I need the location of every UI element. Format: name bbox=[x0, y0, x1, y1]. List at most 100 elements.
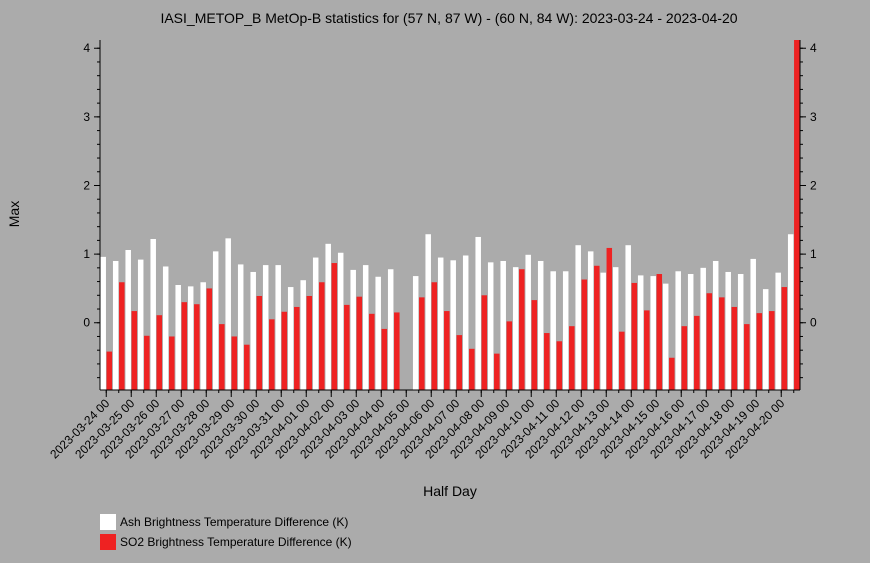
ash-bar bbox=[262, 265, 269, 390]
so2-bar bbox=[606, 247, 613, 390]
ash-bar bbox=[237, 264, 244, 390]
legend-item-so2: SO2 Brightness Temperature Difference (K… bbox=[100, 532, 352, 552]
so2-bar bbox=[331, 263, 338, 390]
so2-bar bbox=[256, 295, 263, 390]
ash-bar bbox=[750, 258, 756, 390]
so2-bar bbox=[169, 336, 175, 390]
x-axis-label: Half Day bbox=[423, 483, 477, 499]
ash-bar bbox=[562, 271, 569, 390]
so2-bar bbox=[644, 310, 650, 390]
so2-bar bbox=[794, 40, 800, 390]
ash-bar bbox=[287, 287, 294, 390]
legend-swatch-so2 bbox=[100, 534, 116, 550]
legend-label-so2: SO2 Brightness Temperature Difference (K… bbox=[120, 535, 352, 549]
ash-bar bbox=[362, 265, 369, 390]
so2-bar bbox=[206, 288, 213, 390]
legend-swatch-ash bbox=[100, 514, 116, 530]
ash-bar bbox=[612, 267, 619, 390]
bars-layer bbox=[100, 40, 800, 390]
ash-bar bbox=[387, 269, 394, 390]
so2-bar bbox=[356, 296, 363, 390]
y-tick-label-left: 4 bbox=[83, 41, 90, 55]
so2-bar bbox=[419, 297, 425, 390]
so2-bar bbox=[319, 282, 325, 390]
so2-bar bbox=[744, 324, 750, 390]
so2-bar bbox=[656, 274, 663, 390]
ash-bar bbox=[600, 272, 606, 390]
ash-bar bbox=[512, 267, 519, 390]
so2-bar bbox=[706, 293, 713, 390]
ash-bar bbox=[425, 234, 431, 390]
ash-bar bbox=[100, 256, 106, 390]
so2-bar bbox=[669, 357, 675, 390]
legend-item-ash: Ash Brightness Temperature Difference (K… bbox=[100, 512, 352, 532]
ash-bar bbox=[225, 238, 231, 390]
ash-bar bbox=[537, 260, 544, 390]
so2-bar bbox=[381, 328, 388, 390]
so2-bar bbox=[544, 333, 550, 390]
ash-bar bbox=[700, 267, 706, 390]
ash-bar bbox=[462, 255, 469, 390]
so2-bar bbox=[681, 326, 688, 390]
ash-bar bbox=[312, 257, 319, 390]
ash-bar bbox=[587, 251, 594, 390]
ash-bar bbox=[112, 260, 119, 390]
so2-bar bbox=[344, 304, 350, 390]
ash-bar bbox=[250, 271, 256, 390]
axes-layer bbox=[99, 40, 801, 391]
y-tick-label-right: 1 bbox=[810, 247, 817, 261]
so2-bar bbox=[594, 265, 600, 390]
so2-bar bbox=[506, 321, 513, 390]
ash-bar bbox=[212, 251, 219, 390]
ash-bar bbox=[187, 286, 194, 390]
ash-bar bbox=[487, 262, 494, 390]
so2-bar bbox=[631, 282, 638, 390]
so2-bar bbox=[494, 353, 500, 390]
y-tick-label-left: 1 bbox=[83, 247, 90, 261]
so2-bar bbox=[119, 282, 125, 390]
so2-bar bbox=[431, 282, 438, 390]
so2-bar bbox=[556, 341, 563, 390]
ash-bar bbox=[150, 239, 156, 390]
ash-bar bbox=[375, 276, 381, 390]
so2-bar bbox=[694, 315, 700, 390]
y-tick-label-left: 0 bbox=[83, 316, 90, 330]
so2-bar bbox=[181, 302, 188, 390]
so2-bar bbox=[531, 300, 538, 390]
so2-bar bbox=[481, 295, 488, 390]
ash-bar bbox=[675, 271, 681, 390]
ash-bar bbox=[787, 234, 794, 390]
so2-bar bbox=[306, 295, 313, 390]
ash-bar bbox=[125, 250, 131, 390]
legend: Ash Brightness Temperature Difference (K… bbox=[100, 512, 352, 552]
legend-label-ash: Ash Brightness Temperature Difference (K… bbox=[120, 515, 349, 529]
ash-bar bbox=[275, 265, 281, 390]
so2-bar bbox=[281, 311, 288, 390]
chart-title: IASI_METOP_B MetOp-B statistics for (57 … bbox=[160, 10, 737, 26]
ash-bar bbox=[762, 289, 769, 390]
ash-bar bbox=[300, 280, 306, 390]
ash-bar bbox=[437, 257, 444, 390]
ash-bar bbox=[775, 272, 781, 390]
ash-bar bbox=[625, 245, 631, 390]
ash-bar bbox=[500, 260, 506, 390]
so2-bar bbox=[569, 326, 575, 390]
so2-bar bbox=[444, 311, 450, 390]
ash-bar bbox=[712, 260, 719, 390]
ash-bar bbox=[475, 236, 481, 390]
so2-bar bbox=[769, 311, 775, 390]
y-tick-label-right: 4 bbox=[810, 41, 817, 55]
ash-bar bbox=[662, 283, 669, 390]
ash-bar bbox=[325, 243, 331, 390]
ash-bar bbox=[575, 245, 581, 390]
so2-bar bbox=[394, 312, 400, 390]
so2-bar bbox=[144, 335, 150, 390]
so2-bar bbox=[269, 319, 275, 390]
ash-bar bbox=[200, 282, 206, 390]
so2-bar bbox=[244, 344, 250, 390]
so2-bar bbox=[581, 279, 588, 390]
so2-bar bbox=[719, 297, 725, 390]
so2-bar bbox=[131, 311, 138, 390]
